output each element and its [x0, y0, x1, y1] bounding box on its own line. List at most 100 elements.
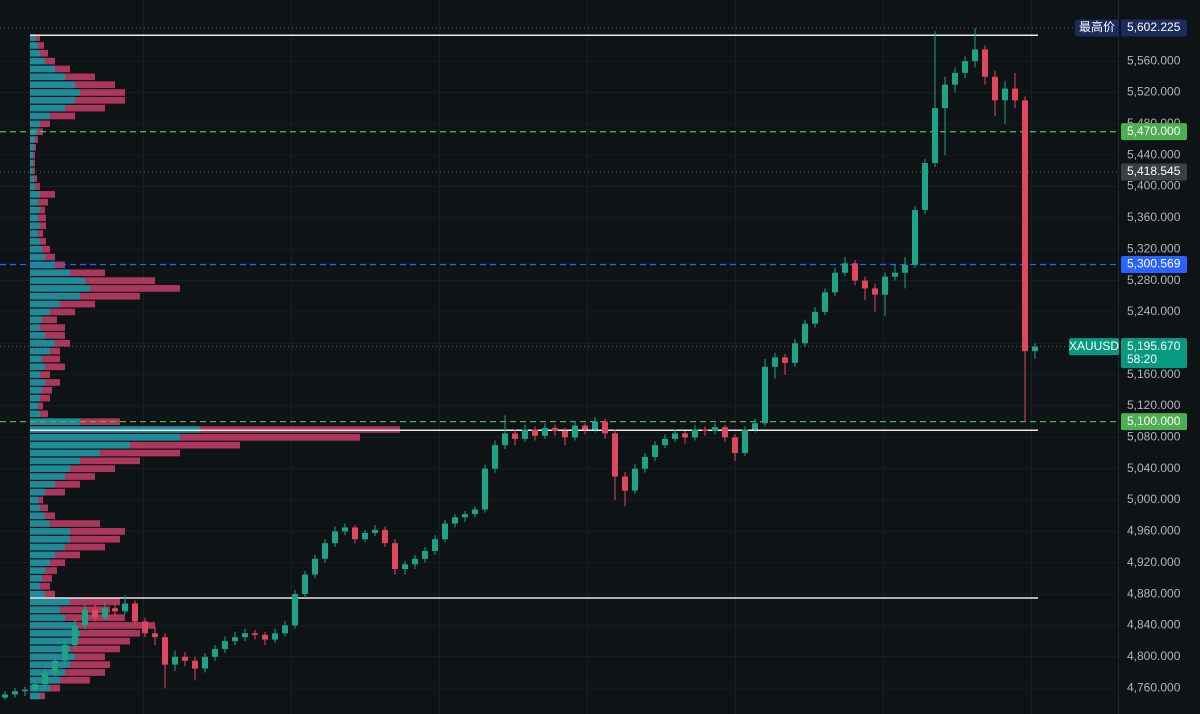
candle-body: [952, 72, 958, 85]
y-tick-label: 5,280.000: [1127, 273, 1181, 287]
candle-body: [272, 633, 278, 640]
profile-buy-bar: [30, 692, 40, 700]
candle-body: [1022, 100, 1028, 352]
candle-body: [542, 427, 548, 436]
countdown: 58:20: [1127, 352, 1157, 366]
candle-body: [892, 272, 898, 277]
profile-buy-bar: [30, 598, 70, 606]
profile-buy-bar: [30, 222, 40, 230]
profile-buy-bar: [30, 543, 65, 551]
candle-body: [982, 49, 988, 77]
price-tag-label: 5,418.545: [1127, 164, 1181, 178]
candle-body: [782, 357, 788, 363]
profile-sell-bar: [34, 144, 36, 151]
candle-body: [642, 456, 648, 469]
profile-sell-bar: [65, 543, 105, 551]
profile-sell-bar: [38, 402, 43, 410]
candle-body: [442, 523, 448, 540]
profile-sell-bar: [40, 394, 50, 402]
profile-sell-bar: [180, 434, 360, 441]
profile-sell-bar: [38, 496, 43, 504]
profile-sell-bar: [40, 371, 50, 378]
grid: [0, 60, 1118, 689]
profile-sell-bar: [45, 590, 55, 598]
profile-sell-bar: [35, 136, 38, 143]
candle-body: [692, 429, 698, 438]
profile-buy-bar: [30, 151, 33, 159]
profile-buy-bar: [30, 65, 55, 73]
y-tick-label: 5,520.000: [1127, 85, 1181, 99]
candle-body: [342, 527, 348, 532]
y-tick-label: 4,760.000: [1127, 680, 1181, 694]
candle-body: [352, 527, 358, 540]
profile-sell-bar: [40, 692, 45, 700]
candle-body: [562, 431, 568, 438]
profile-buy-bar: [30, 214, 38, 222]
profile-buy-bar: [30, 238, 40, 245]
profile-sell-bar: [45, 379, 60, 386]
profile-buy-bar: [30, 355, 42, 363]
profile-buy-bar: [30, 402, 38, 410]
profile-buy-bar: [30, 206, 40, 214]
candle-body: [602, 421, 608, 434]
profile-buy-bar: [30, 434, 180, 441]
profile-buy-bar: [30, 567, 45, 574]
profile-sell-bar: [40, 410, 48, 418]
profile-buy-bar: [30, 183, 35, 190]
profile-buy-bar: [30, 582, 40, 590]
profile-buy-bar: [30, 89, 80, 96]
candle-body: [792, 343, 798, 363]
profile-sell-bar: [40, 324, 65, 331]
profile-buy-bar: [30, 653, 75, 661]
profile-sell-bar: [38, 198, 48, 206]
profile-buy-bar: [30, 104, 65, 112]
candle-body: [332, 531, 338, 544]
candle-body: [172, 656, 178, 665]
profile-sell-bar: [33, 159, 35, 167]
candle-body: [662, 438, 668, 446]
candle-body: [582, 425, 588, 430]
profile-buy-bar: [30, 371, 40, 378]
candle-body: [522, 429, 528, 439]
profile-buy-bar: [30, 661, 70, 668]
profile-sell-bar: [50, 559, 65, 567]
candle-body: [912, 210, 918, 265]
volume-profile: [30, 34, 400, 700]
candle-body: [682, 433, 688, 438]
profile-buy-bar: [30, 347, 50, 355]
candle-body: [2, 694, 8, 698]
profile-buy-bar: [30, 496, 38, 504]
candle-body: [12, 691, 18, 695]
candle-body: [402, 564, 408, 570]
profile-sell-bar: [42, 316, 57, 324]
candle-body: [372, 529, 378, 533]
profile-sell-bar: [50, 347, 60, 355]
candle-body: [742, 429, 748, 454]
candle-body: [192, 660, 198, 669]
candle-body: [142, 621, 148, 634]
candle-body: [432, 539, 438, 551]
profile-sell-bar: [33, 167, 35, 175]
candle-body: [882, 276, 888, 295]
candle-body: [702, 429, 708, 432]
profile-buy-bar: [30, 339, 55, 347]
profile-buy-bar: [30, 551, 55, 559]
y-tick-label: 5,120.000: [1127, 398, 1181, 412]
candle-body: [532, 429, 538, 436]
profile-sell-bar: [40, 206, 45, 214]
candle-body: [282, 625, 288, 634]
profile-sell-bar: [40, 238, 46, 245]
price-tag: [1121, 123, 1187, 141]
profile-sell-bar: [40, 191, 55, 198]
candle-body: [902, 264, 908, 273]
price-tag-label: 5,100.000: [1127, 414, 1181, 428]
candle-body: [52, 660, 58, 673]
profile-buy-bar: [30, 277, 85, 284]
price-tag: [1121, 255, 1187, 273]
y-tick-label: 5,320.000: [1127, 241, 1181, 255]
profile-sell-bar: [45, 488, 65, 496]
candle-body: [972, 49, 978, 62]
candle-body: [762, 366, 768, 424]
y-tick-label: 5,160.000: [1127, 367, 1181, 381]
